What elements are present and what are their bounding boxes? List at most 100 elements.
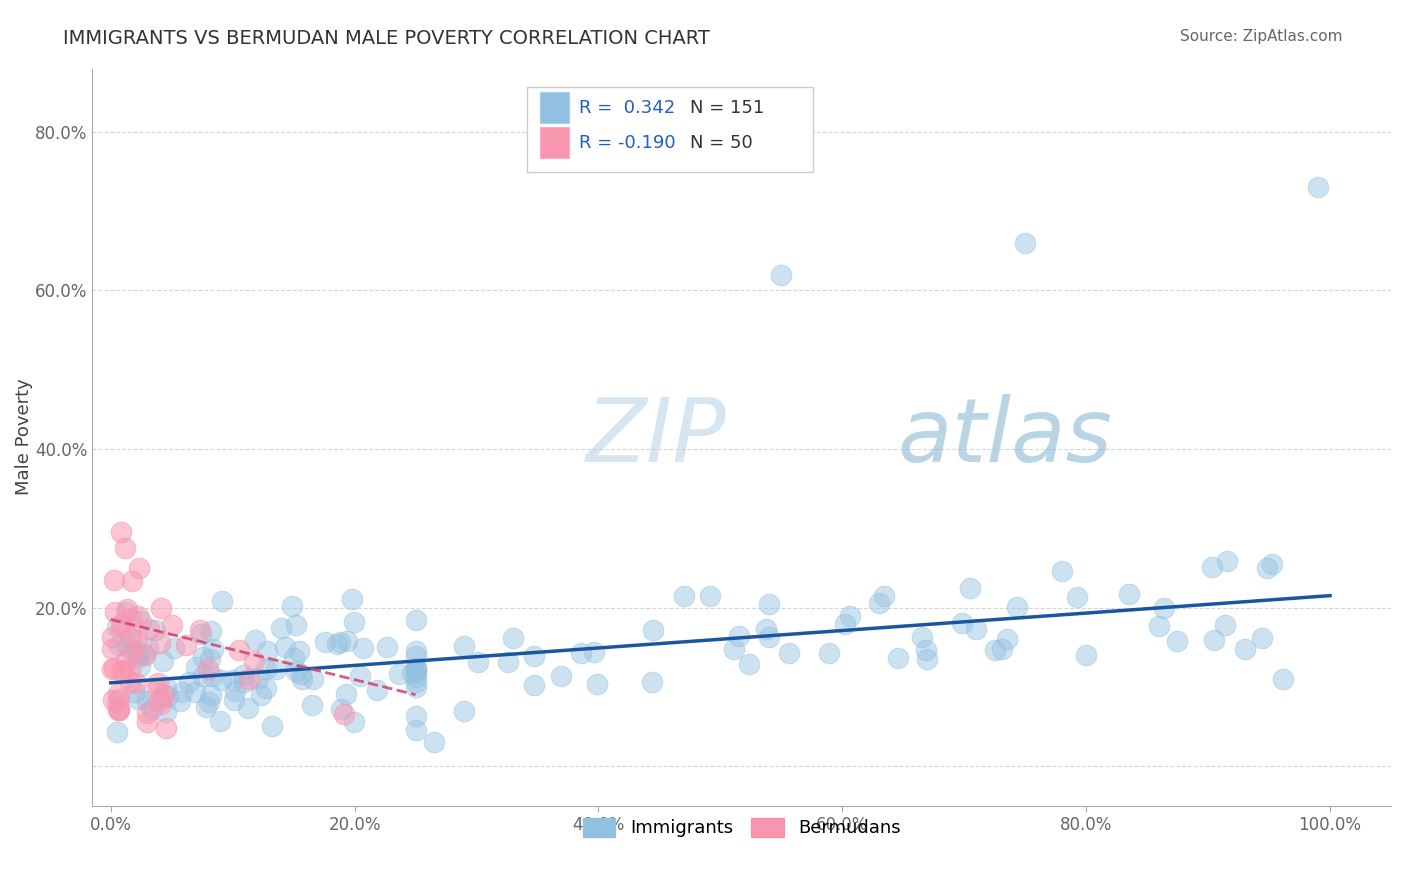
Point (136, 640, 159, 655)
Point (148, 693, 170, 707)
Point (107, 702, 129, 716)
Point (143, 624, 166, 638)
Point (245, 632, 267, 647)
Point (184, 684, 207, 698)
Point (1201, 560, 1223, 574)
Point (550, 669, 572, 683)
Point (155, 721, 177, 735)
Point (873, 589, 896, 603)
Point (453, 704, 475, 718)
Point (834, 617, 856, 632)
Point (101, 630, 124, 644)
Point (314, 635, 336, 649)
Point (101, 662, 124, 676)
Point (523, 648, 546, 663)
Text: Source: ZipAtlas.com: Source: ZipAtlas.com (1180, 29, 1343, 44)
Point (254, 662, 277, 676)
Point (991, 641, 1014, 656)
Point (1074, 648, 1097, 663)
Point (423, 734, 446, 748)
Point (110, 525, 132, 540)
Point (283, 651, 305, 665)
Point (260, 719, 283, 733)
Text: atlas: atlas (897, 394, 1112, 480)
Point (818, 646, 841, 660)
Point (105, 696, 128, 710)
Point (290, 667, 312, 681)
Point (228, 643, 250, 657)
Point (148, 676, 170, 690)
Point (868, 596, 890, 610)
Point (141, 701, 163, 715)
Point (285, 664, 308, 678)
Point (115, 601, 138, 615)
Point (270, 621, 292, 635)
Text: R =  0.342: R = 0.342 (579, 99, 676, 117)
Point (160, 618, 183, 632)
Point (673, 589, 696, 603)
Point (238, 672, 260, 686)
Point (120, 663, 142, 677)
Point (1118, 586, 1140, 600)
Point (107, 686, 129, 700)
Point (1261, 557, 1284, 571)
Point (723, 641, 745, 656)
Point (191, 669, 214, 683)
Point (127, 649, 149, 664)
Point (115, 640, 138, 654)
Point (155, 680, 177, 694)
Point (134, 648, 156, 662)
Point (330, 702, 353, 716)
Point (169, 694, 191, 708)
Point (103, 574, 125, 588)
Point (198, 695, 221, 709)
Point (135, 694, 157, 708)
Point (127, 608, 149, 623)
Point (387, 667, 409, 681)
Point (326, 637, 349, 651)
Point (291, 672, 314, 686)
Point (190, 624, 212, 638)
Point (250, 688, 273, 702)
Point (136, 706, 159, 720)
Point (366, 682, 388, 697)
Legend: Immigrants, Bermudans: Immigrants, Bermudans (575, 811, 908, 845)
Point (914, 642, 936, 657)
Point (405, 723, 427, 738)
Point (149, 601, 172, 615)
Point (105, 620, 128, 634)
Point (758, 597, 780, 611)
Point (155, 705, 177, 719)
Point (107, 703, 129, 717)
Point (149, 697, 172, 711)
Point (111, 616, 134, 631)
Point (995, 632, 1018, 646)
Point (107, 638, 129, 652)
Point (224, 684, 246, 698)
Point (984, 642, 1007, 657)
Point (405, 665, 427, 679)
Point (121, 645, 143, 659)
Point (405, 648, 427, 663)
Point (157, 689, 180, 703)
Point (467, 656, 489, 670)
Point (910, 630, 932, 644)
Point (582, 645, 605, 659)
Point (110, 664, 132, 678)
Point (120, 611, 142, 625)
Point (778, 646, 800, 660)
Point (201, 669, 224, 683)
Point (758, 630, 780, 644)
Point (1233, 641, 1256, 656)
Point (284, 618, 307, 632)
Point (128, 646, 150, 660)
Point (1050, 564, 1073, 578)
Point (138, 622, 160, 636)
Point (145, 681, 167, 696)
Point (195, 699, 218, 714)
FancyBboxPatch shape (527, 87, 813, 172)
FancyBboxPatch shape (540, 92, 569, 123)
Point (738, 657, 761, 671)
Point (1166, 633, 1188, 648)
Point (209, 673, 232, 687)
